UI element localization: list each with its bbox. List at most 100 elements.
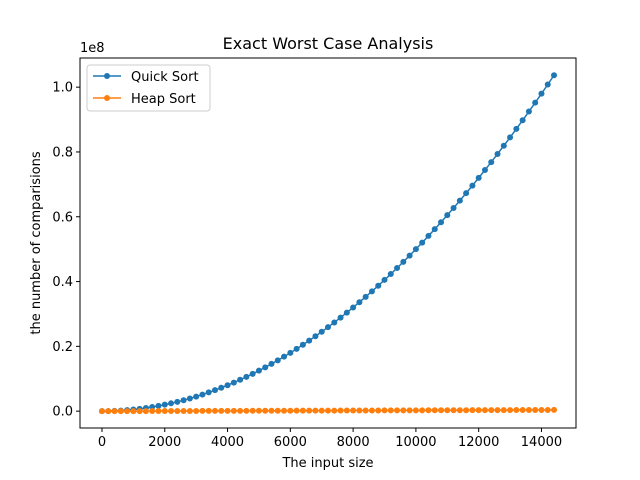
data-point-heap-sort [174,407,181,414]
x-axis-label: The input size [281,456,373,471]
data-point-heap-sort [262,407,269,414]
data-point-heap-sort [281,407,288,414]
data-point-heap-sort [463,407,470,414]
data-point-heap-sort [456,407,463,414]
data-point-quick-sort [262,364,269,371]
data-point-heap-sort [475,407,482,414]
data-point-quick-sort [362,293,369,300]
legend-marker-quick-sort [104,73,110,79]
x-tick-label: 6000 [274,435,307,450]
data-point-heap-sort [318,407,325,414]
y-tick-label: 0.2 [52,340,73,355]
x-tick-label: 0 [98,435,106,450]
data-point-quick-sort [425,232,432,239]
chart-title: Exact Worst Case Analysis [223,34,434,53]
data-point-quick-sort [412,246,419,253]
data-point-quick-sort [368,288,375,295]
data-point-heap-sort [362,407,369,414]
data-point-quick-sort [519,117,526,124]
data-point-heap-sort [375,407,382,414]
data-point-heap-sort [124,408,131,415]
data-point-heap-sort [136,408,143,415]
data-point-quick-sort [193,393,200,400]
data-point-quick-sort [500,142,507,149]
data-point-heap-sort [394,407,401,414]
data-point-quick-sort [463,190,470,197]
data-point-heap-sort [306,407,313,414]
y-offset-label: 1e8 [80,41,105,56]
data-point-quick-sort [287,349,294,356]
data-point-heap-sort [438,407,445,414]
data-point-heap-sort [161,408,168,415]
data-point-quick-sort [325,324,331,331]
data-point-heap-sort [105,408,112,415]
data-point-heap-sort [205,407,212,414]
data-point-heap-sort [431,407,438,414]
x-tick-label: 4000 [211,435,244,450]
data-point-heap-sort [488,407,495,414]
data-point-heap-sort [343,407,350,414]
legend-marker-heap-sort [104,95,110,101]
data-point-heap-sort [507,407,514,414]
y-tick-label: 0.8 [52,145,73,160]
data-point-heap-sort [199,407,206,414]
data-point-quick-sort [230,379,237,386]
y-axis: 0.0 0.2 0.4 0.6 0.8 1.0 [52,81,80,420]
data-point-quick-sort [438,219,445,226]
data-point-quick-sort [375,282,382,289]
data-point-heap-sort [500,407,507,414]
data-point-heap-sort [130,408,137,415]
data-point-heap-sort [211,407,218,414]
x-tick-label: 8000 [337,435,370,450]
data-point-heap-sort [544,406,551,413]
data-point-heap-sort [243,407,250,414]
data-point-heap-sort [168,408,175,415]
data-point-heap-sort [350,407,357,414]
data-point-quick-sort [350,304,357,311]
data-point-quick-sort [488,159,495,166]
data-point-quick-sort [475,174,482,181]
data-point-heap-sort [98,408,105,415]
data-point-heap-sort [237,407,244,414]
data-point-heap-sort [111,408,118,415]
x-tick-label: 12000 [458,435,499,450]
data-point-quick-sort [494,150,501,157]
data-point-heap-sort [142,408,149,415]
data-point-quick-sort [337,314,344,321]
data-point-heap-sort [356,407,363,414]
x-tick-label: 10000 [395,435,436,450]
data-point-quick-sort [281,353,288,360]
y-tick-label: 0.0 [52,405,73,420]
data-point-heap-sort [419,407,426,414]
data-point-heap-sort [494,407,501,414]
data-point-quick-sort [186,395,193,402]
data-point-quick-sort [444,212,451,219]
data-point-quick-sort [306,337,313,344]
data-point-quick-sort [268,360,275,367]
legend-label-heap-sort: Heap Sort [131,92,196,107]
data-point-heap-sort [186,407,193,414]
data-point-heap-sort [538,406,545,413]
data-point-quick-sort [168,400,175,407]
data-point-quick-sort [481,167,488,174]
data-point-heap-sort [155,408,162,415]
y-tick-label: 1.0 [52,81,73,96]
data-point-quick-sort [274,357,281,364]
data-point-heap-sort [469,407,476,414]
data-point-heap-sort [268,407,275,414]
data-point-quick-sort [356,299,363,306]
x-axis: 0 2000 4000 6000 8000 10000 12000 14000 [98,428,562,450]
data-point-heap-sort [519,407,526,414]
data-point-quick-sort [456,197,463,204]
data-point-quick-sort [255,367,262,374]
plot-data [98,72,558,415]
data-point-heap-sort [249,407,256,414]
data-point-heap-sort [368,407,375,414]
data-point-heap-sort [450,407,457,414]
data-point-quick-sort [199,391,206,398]
x-tick-label: 2000 [148,435,181,450]
data-point-heap-sort [337,407,344,414]
data-point-heap-sort [551,406,558,413]
data-point-heap-sort [481,407,488,414]
